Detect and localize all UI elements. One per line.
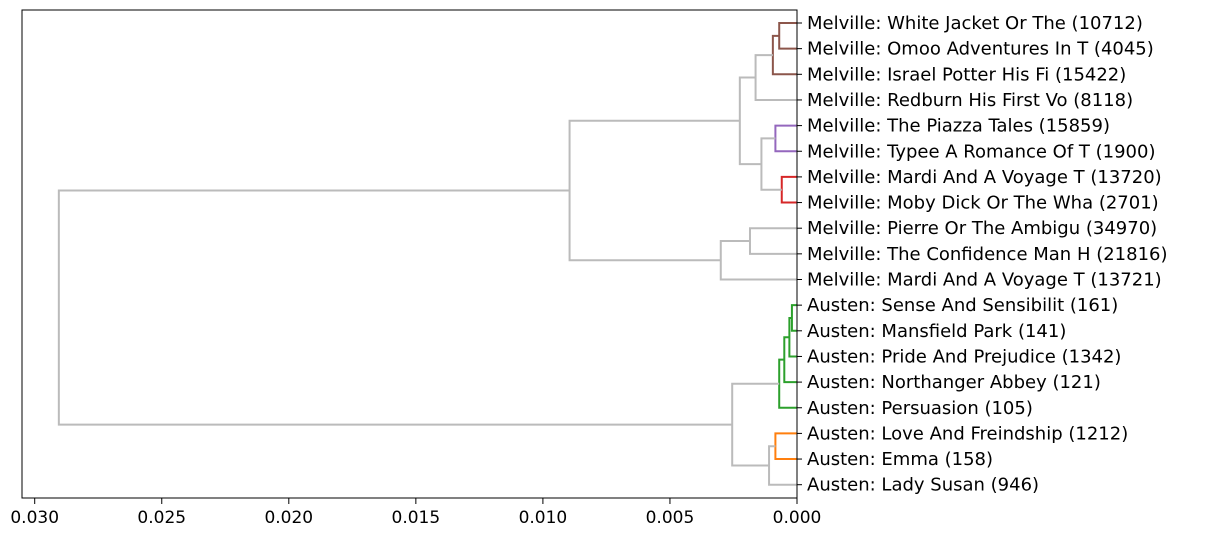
leaf-label: Melville: Israel Potter His Fi (15422) [807,64,1126,85]
leaf-label: Austen: Sense And Sensibilit (161) [807,295,1118,316]
leaf-label: Austen: Pride And Prejudice (1342) [807,346,1121,367]
leaf-label: Melville: The Confidence Man H (21816) [807,244,1168,265]
dendrogram-link [57,189,733,426]
dendrogram-link [719,240,797,281]
leaf-label: Melville: Moby Dick Or The Wha (2701) [807,193,1159,214]
leaf-label: Melville: Redburn His First Vo (8118) [807,90,1133,111]
dendrogram-link [768,445,797,486]
leaf-label: Melville: The Piazza Tales (15859) [807,116,1110,137]
x-tick-label: 0.005 [646,508,695,528]
dendrogram-link [778,358,797,409]
x-tick-label: 0.030 [10,508,59,528]
dendrogram-link [780,175,797,204]
leaf-labels: Melville: White Jacket Or The (10712) Mel… [797,13,1168,496]
x-axis: 0.030 0.025 0.020 0.015 0.010 0.005 0.000 [10,498,821,528]
x-tick-label: 0.020 [264,508,313,528]
dendrogram-link [774,124,797,153]
leaf-label: Austen: Mansfield Park (141) [807,321,1066,342]
dendrogram-link [748,227,797,255]
dendrogram-link [774,432,797,461]
leaf-label: Austen: Love And Freindship (1212) [807,423,1128,444]
leaf-label: Melville: Mardi And A Voyage T (13720) [807,167,1162,188]
x-tick-label: 0.025 [137,508,186,528]
dendrogram-link [568,119,740,262]
x-tick-label: 0.010 [519,508,568,528]
dendrogram-link [771,34,797,76]
leaf-label: Austen: Lady Susan (946) [807,475,1039,496]
leaf-label: Melville: White Jacket Or The (10712) [807,13,1143,34]
leaf-label: Austen: Northanger Abbey (121) [807,372,1101,393]
dendrogram-links [57,22,797,486]
leaf-label: Austen: Persuasion (105) [807,398,1033,419]
leaf-label: Melville: Omoo Adventures In T (4045) [807,39,1154,60]
leaf-label: Melville: Mardi And A Voyage T (13721) [807,270,1162,291]
x-tick-label: 0.015 [392,508,441,528]
x-tick-label: 0.000 [773,508,822,528]
dendrogram-link [778,22,797,50]
dendrogram-link [754,54,797,101]
leaf-label: Melville: Pierre Or The Ambigu (34970) [807,218,1157,239]
dendrogram-link [760,137,782,191]
dendrogram-link [788,316,797,358]
dendrogram-link [731,382,780,467]
dendrogram-link [738,76,762,166]
dendrogram-link [790,304,797,332]
dendrogram-link [783,336,797,384]
leaf-label: Melville: Typee A Romance Of T (1900) [807,141,1155,162]
leaf-label: Austen: Emma (158) [807,449,993,470]
